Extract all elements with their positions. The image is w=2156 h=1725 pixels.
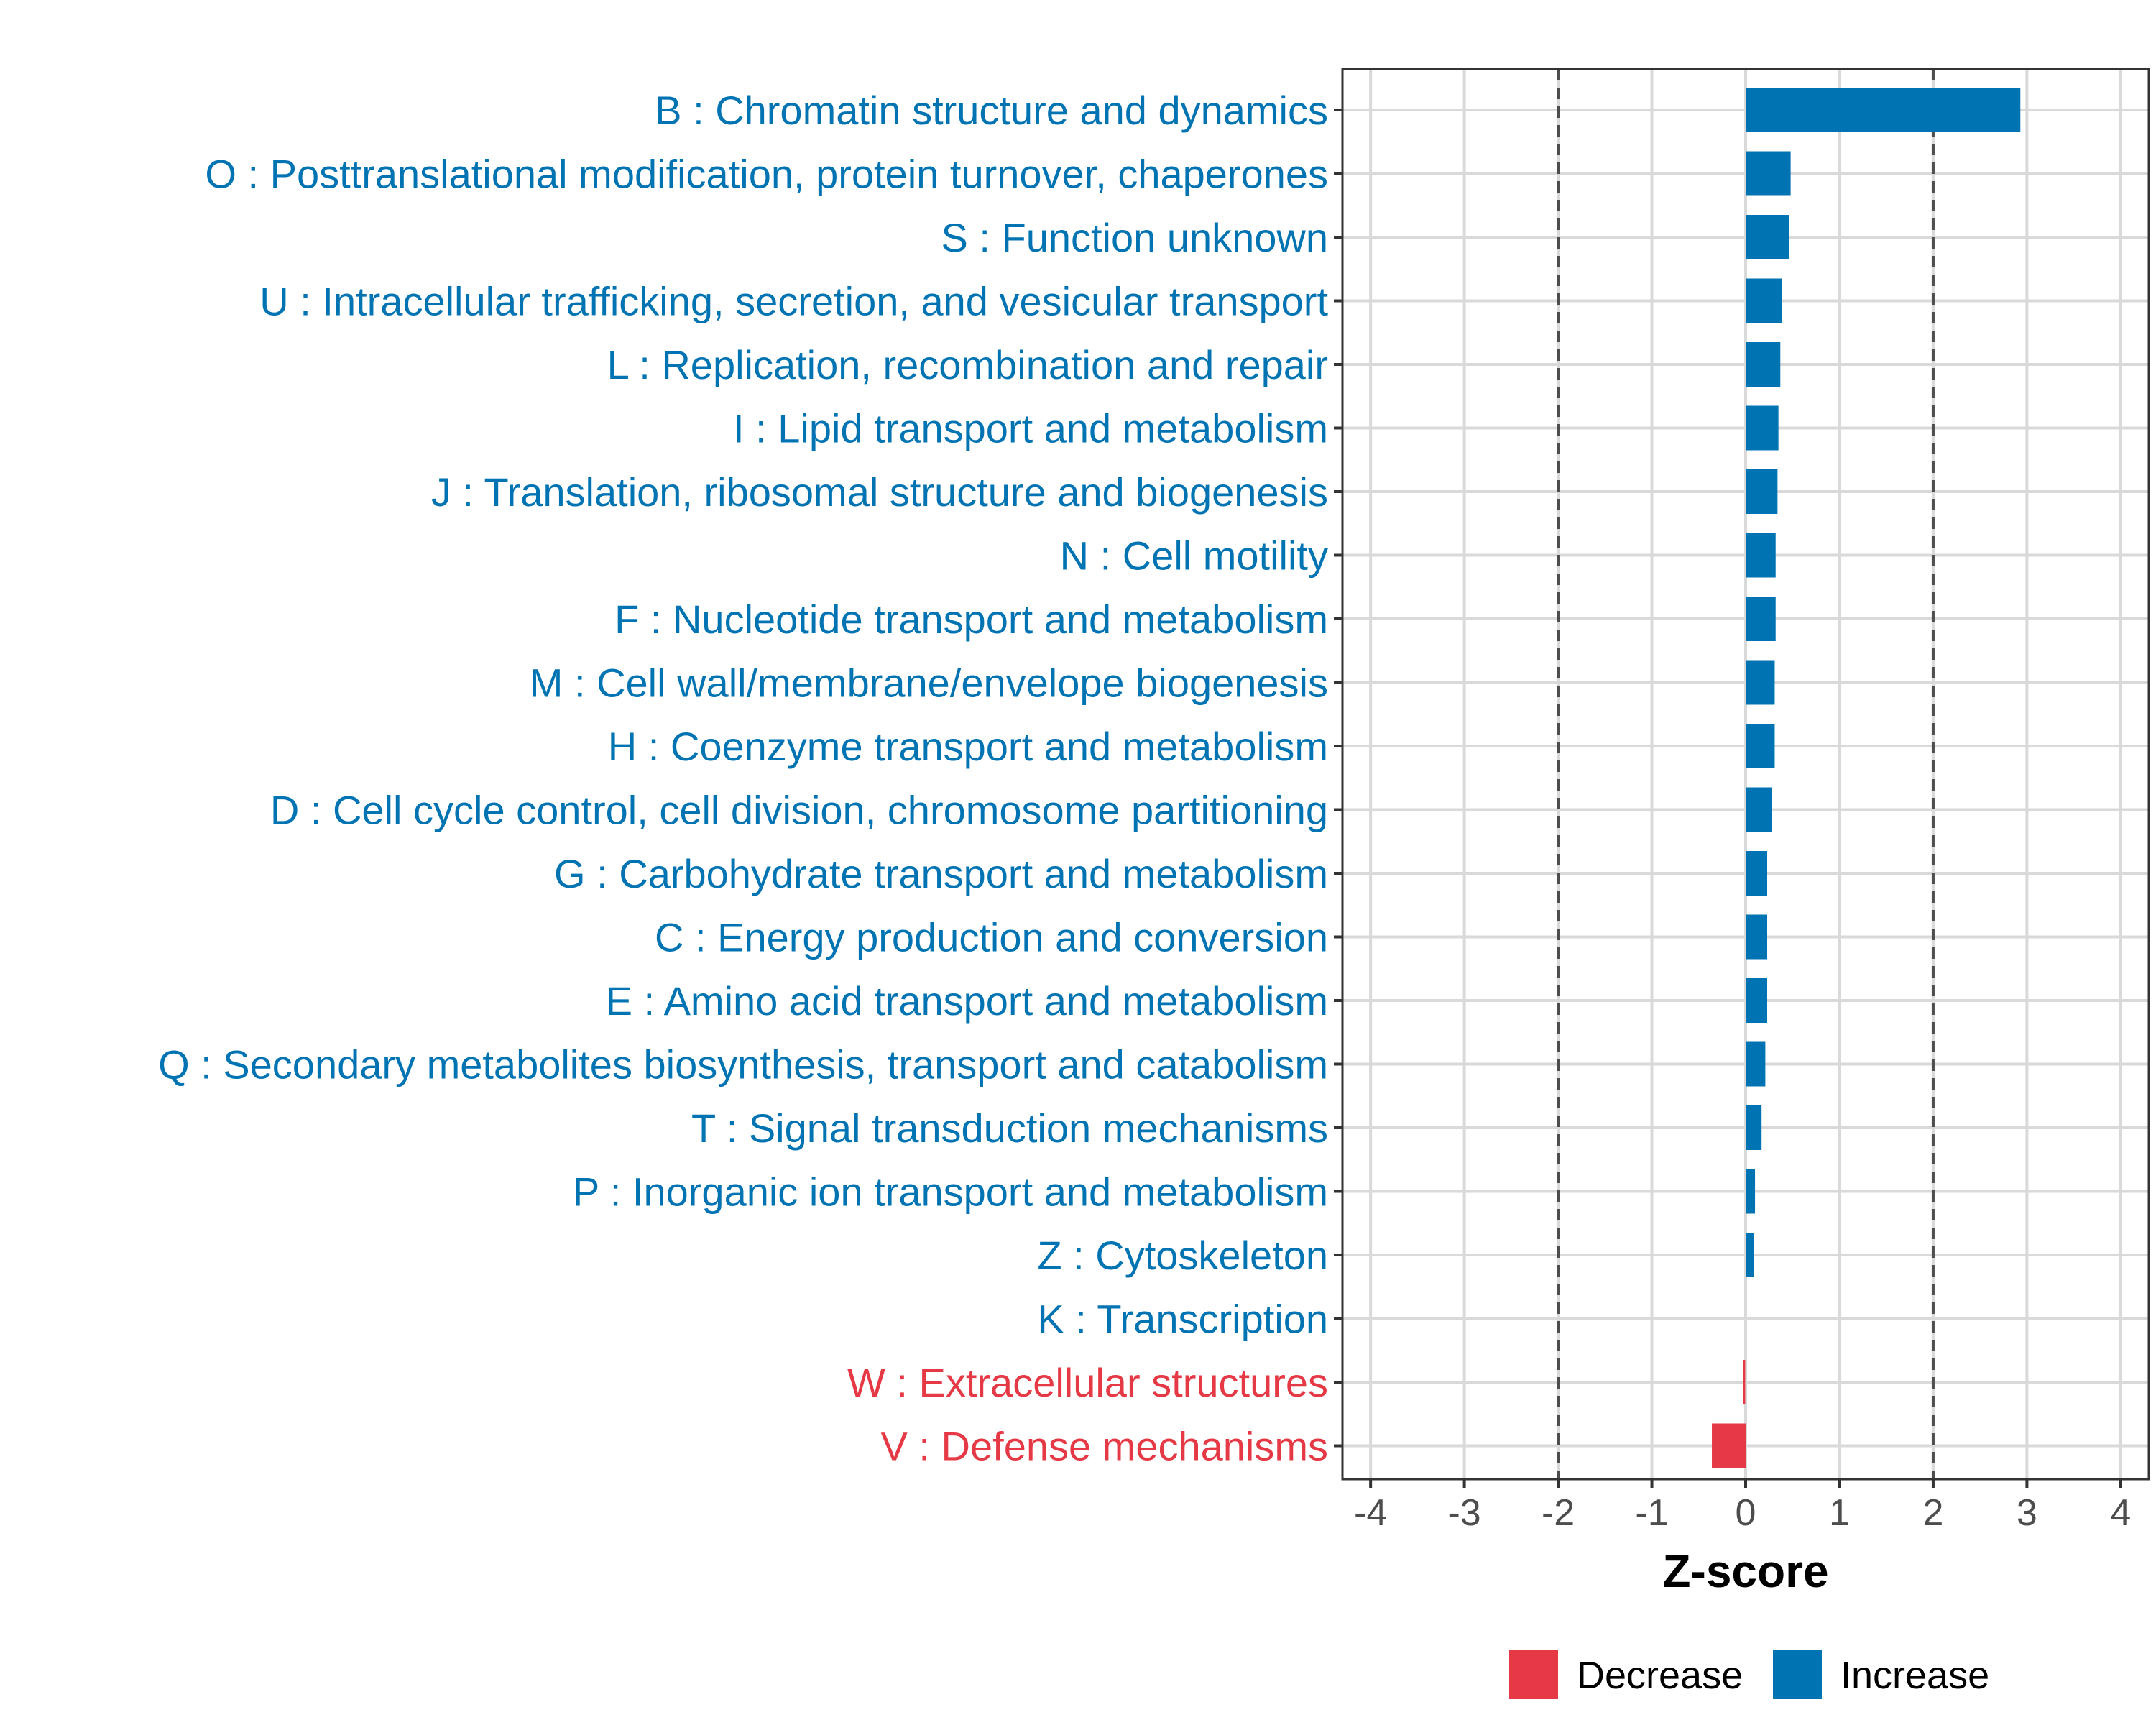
category-label: E : Amino acid transport and metabolism <box>606 978 1328 1024</box>
bar <box>1746 1041 1766 1087</box>
category-label: I : Lipid transport and metabolism <box>733 406 1328 451</box>
x-tick-label: 2 <box>1922 1492 1943 1534</box>
bar <box>1746 660 1775 705</box>
category-label: M : Cell wall/membrane/envelope biogenes… <box>530 661 1328 706</box>
x-axis-title: Z-score <box>1662 1545 1828 1597</box>
x-tick-label: 0 <box>1736 1492 1756 1534</box>
legend-swatch <box>1773 1650 1822 1699</box>
category-label: T : Signal transduction mechanisms <box>691 1105 1328 1151</box>
bar <box>1746 151 1791 196</box>
legend-swatch <box>1509 1650 1558 1699</box>
bar <box>1746 533 1776 578</box>
legend-label: Decrease <box>1577 1654 1743 1697</box>
bar <box>1746 88 2021 132</box>
category-label: V : Defense mechanisms <box>881 1424 1328 1469</box>
legend-label: Increase <box>1841 1654 1989 1697</box>
category-labels: B : Chromatin structure and dynamics O : … <box>158 88 1342 1469</box>
bars <box>1712 88 2021 1468</box>
bar <box>1746 278 1782 323</box>
bar <box>1746 469 1778 514</box>
bar <box>1712 1423 1746 1468</box>
x-tick-label: 3 <box>2017 1492 2037 1534</box>
bar <box>1746 1105 1762 1150</box>
x-tick-label: 4 <box>2110 1492 2131 1534</box>
category-label: J : Translation, ribosomal structure and… <box>431 469 1328 515</box>
bar <box>1746 724 1775 768</box>
bar <box>1746 215 1789 259</box>
bar <box>1746 405 1779 451</box>
category-label: C : Energy production and conversion <box>655 915 1328 960</box>
category-label: N : Cell motility <box>1060 533 1328 579</box>
category-label: F : Nucleotide transport and metabolism <box>614 597 1328 642</box>
legend: Decrease Increase <box>1509 1650 1989 1699</box>
bar <box>1746 597 1776 641</box>
category-label: Z : Cytoskeleton <box>1037 1233 1328 1278</box>
category-label: Q : Secondary metabolites biosynthesis, … <box>158 1042 1328 1087</box>
x-tick-label: -4 <box>1354 1492 1387 1534</box>
bar <box>1746 342 1781 387</box>
category-label: U : Intracellular trafficking, secretion… <box>259 279 1328 324</box>
category-label: W : Extracellular structures <box>847 1360 1328 1405</box>
x-tick-label: -3 <box>1447 1492 1480 1534</box>
bar <box>1746 787 1772 832</box>
bar <box>1746 1169 1756 1214</box>
bar <box>1746 914 1768 960</box>
category-label: P : Inorganic ion transport and metaboli… <box>573 1169 1328 1215</box>
bar <box>1746 978 1768 1023</box>
category-label: G : Carbohydrate transport and metabolis… <box>554 851 1328 896</box>
category-label: S : Function unknown <box>941 215 1328 260</box>
bar <box>1746 851 1768 896</box>
category-label: H : Coenzyme transport and metabolism <box>608 724 1328 769</box>
category-label: B : Chromatin structure and dynamics <box>655 88 1328 133</box>
bar <box>1743 1360 1746 1404</box>
category-label: D : Cell cycle control, cell division, c… <box>270 788 1328 833</box>
x-tick-label: -1 <box>1635 1492 1668 1534</box>
x-tick-label: 1 <box>1829 1492 1850 1534</box>
threshold-lines <box>1557 69 1935 1479</box>
x-tick-label: -2 <box>1542 1492 1575 1534</box>
category-label: L : Replication, recombination and repai… <box>607 342 1328 387</box>
category-label: O : Posttranslational modification, prot… <box>205 152 1328 197</box>
bar <box>1746 1233 1754 1277</box>
x-axis-ticks: -4 -3 -2 -1 0 1 2 3 4 <box>1354 1479 2131 1534</box>
category-label: K : Transcription <box>1037 1297 1328 1342</box>
